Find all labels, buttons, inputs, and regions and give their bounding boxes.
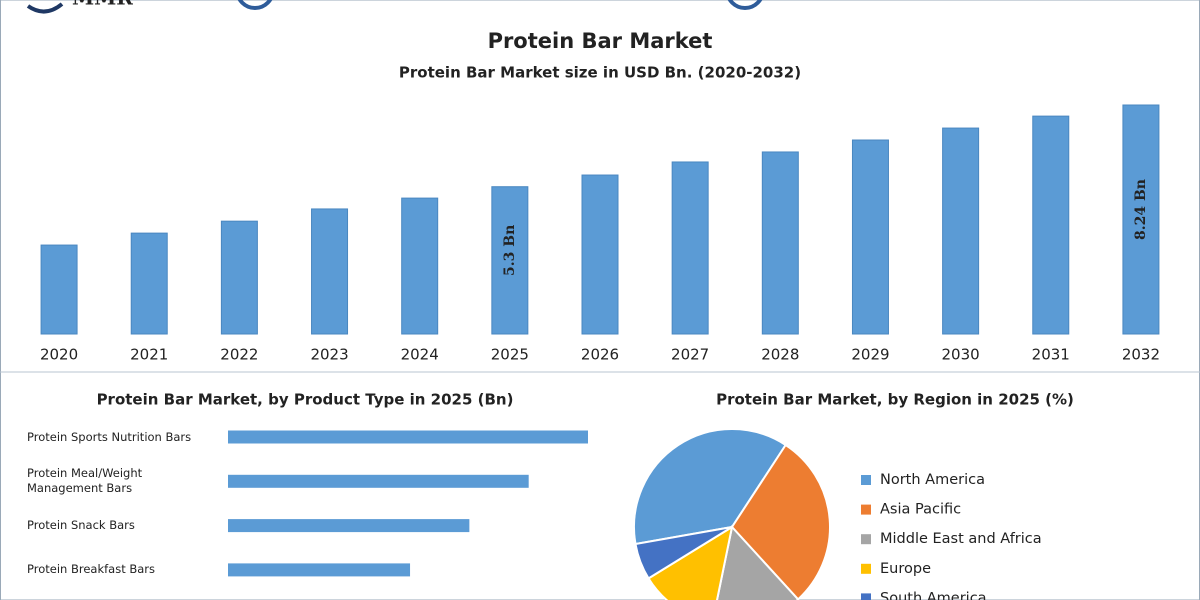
x-tick-label: 2029 [851,346,889,364]
category-label: Protein Meal/Weight Management Bars [27,466,143,496]
x-tick-label: 2028 [761,346,799,364]
value-label: 5.3 Bn [502,225,518,276]
pie-slice [647,524,734,600]
category-label-box: Protein Meal/Weight Management Bars [27,466,143,496]
legend-swatch [861,534,871,545]
x-tick-label: 2023 [310,346,348,364]
bar [130,232,168,335]
x-tick-label: 2022 [220,346,258,364]
category-label: Protein Breakfast Bars [27,562,156,577]
chart-title: Protein Bar Market, by Product Type in 2… [97,391,514,409]
bar [228,563,411,577]
x-tick-label: 2032 [1122,346,1160,364]
pie-slice [730,443,831,600]
legend-swatch [861,563,871,574]
category-label: Protein Sports Nutrition Bars [27,429,192,444]
legend-swatch [861,504,871,515]
category-label: Protein Snack Bars [27,518,135,533]
legend-label: North America [880,472,985,488]
bar [40,244,78,335]
bar [491,186,529,335]
x-tick-label: 2024 [401,346,439,364]
value-label: 8.24 Bn [1133,179,1149,240]
chart-title: Protein Bar Market, by Region in 2025 (%… [716,391,1074,409]
pie-slice [633,428,788,546]
legend-swatch [861,475,871,485]
decor [237,0,273,10]
legend-label: South America [880,590,987,600]
chart-subtitle: Protein Bar Market size in USD Bn. (2020… [399,64,801,82]
chart-title: Protein Bar Market [488,29,713,53]
decor [727,0,763,10]
bar [1032,115,1070,335]
bar [311,208,349,335]
bar [851,139,889,335]
x-tick-label: 2021 [130,346,168,364]
bar [1122,104,1160,335]
bar [220,220,258,335]
pie-slice [634,526,733,580]
category-label-box: Protein Snack Bars [27,518,135,533]
legend-label: Middle East and Africa [880,531,1042,547]
bar [228,474,529,488]
bar [671,161,709,335]
legend-label: Europe [880,561,931,577]
x-tick-label: 2020 [40,346,78,364]
logo-mark [26,2,64,14]
x-tick-label: 2027 [671,346,709,364]
bar [401,197,439,335]
x-tick-label: 2026 [581,346,619,364]
pie-slice [715,524,800,600]
category-label-box: Protein Sports Nutrition Bars [27,429,192,444]
bar [761,151,799,335]
x-tick-label: 2031 [1032,346,1070,364]
legend-label: Asia Pacific [880,502,961,518]
bar [228,430,588,444]
bar [942,127,980,335]
logo: MMR [72,0,133,10]
legend-swatch [861,593,871,600]
x-tick-label: 2025 [491,346,529,364]
x-tick-label: 2030 [942,346,980,364]
category-label-box: Protein Breakfast Bars [27,562,156,577]
bar [228,519,470,533]
bar [581,174,619,335]
